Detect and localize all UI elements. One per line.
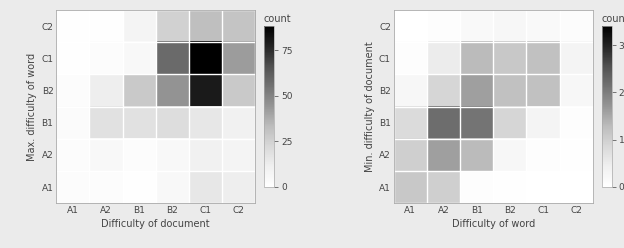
Y-axis label: Min. difficulty of document: Min. difficulty of document (365, 41, 375, 172)
X-axis label: Difficulty of word: Difficulty of word (452, 219, 535, 229)
Y-axis label: Max. difficulty of word: Max. difficulty of word (27, 53, 37, 161)
X-axis label: Difficulty of document: Difficulty of document (101, 219, 210, 229)
Text: count: count (264, 14, 291, 24)
Text: count: count (602, 14, 624, 24)
